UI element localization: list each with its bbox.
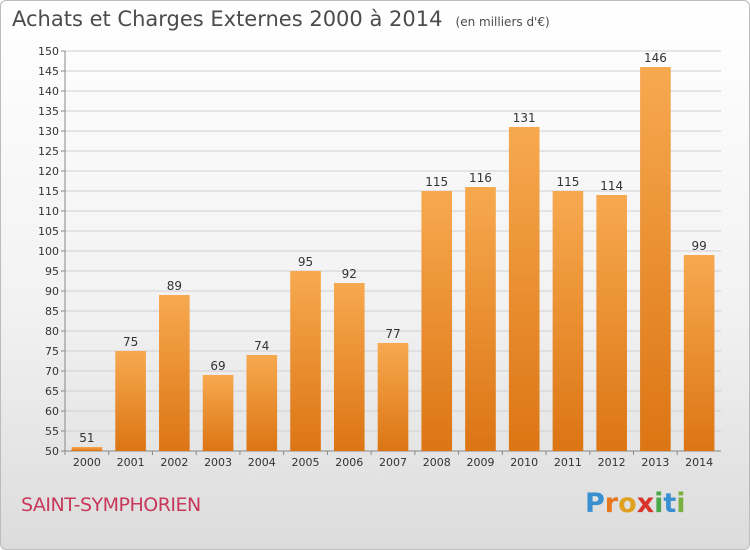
y-tick-label: 105 <box>38 225 59 238</box>
bar-2004 <box>246 355 278 451</box>
y-tick-label: 70 <box>45 365 59 378</box>
x-tick-label: 2000 <box>73 456 101 469</box>
x-tick-label: 2005 <box>292 456 320 469</box>
y-tick-label: 90 <box>45 285 59 298</box>
y-tick-label: 55 <box>45 425 59 438</box>
label-layer: 51 75 89 69 74 95 92 77 115 116 131 115 114 146 99 <box>79 51 707 445</box>
x-tick-label: 2003 <box>204 456 232 469</box>
data-label: 115 <box>556 175 579 189</box>
logo-letter: P <box>585 488 605 519</box>
x-tick-label: 2012 <box>598 456 626 469</box>
data-label: 92 <box>342 267 357 281</box>
data-label: 146 <box>644 51 667 65</box>
data-label: 131 <box>513 111 536 125</box>
data-label: 75 <box>123 335 138 349</box>
bar-2001 <box>115 351 146 451</box>
logo-letter: t <box>663 488 677 519</box>
x-tick-label: 2008 <box>423 456 451 469</box>
y-tick-label: 80 <box>45 325 59 338</box>
x-tick-label: 2013 <box>641 456 669 469</box>
data-label: 116 <box>469 171 492 185</box>
data-label: 114 <box>600 179 623 193</box>
data-label: 95 <box>298 255 313 269</box>
y-tick-label: 140 <box>38 85 59 98</box>
bar-2009 <box>465 187 496 451</box>
y-tick-label: 130 <box>38 125 59 138</box>
bar-2014 <box>683 255 715 451</box>
x-tick-label: 2007 <box>379 456 407 469</box>
place-name: SAINT-SYMPHORIEN <box>21 494 201 516</box>
bar-2010 <box>508 127 540 451</box>
x-tick-label: 2002 <box>160 456 188 469</box>
bar-2012 <box>596 195 627 451</box>
x-tick-label: 2009 <box>466 456 494 469</box>
logo-letter: r <box>604 488 619 519</box>
proxiti-logo: Proxiti <box>585 488 686 519</box>
y-tick-label: 120 <box>38 165 59 178</box>
x-tick-label: 2014 <box>685 456 713 469</box>
bar-2007 <box>377 343 409 451</box>
bar-layer <box>71 67 715 451</box>
data-label: 74 <box>254 339 269 353</box>
y-tick-label: 135 <box>38 105 59 118</box>
data-label: 51 <box>79 431 94 445</box>
y-tick-label: 150 <box>38 45 59 58</box>
y-tick-label: 115 <box>38 185 59 198</box>
y-tick-label: 125 <box>38 145 59 158</box>
chart-subtitle: (en milliers d'€) <box>455 15 550 29</box>
bar-2006 <box>333 283 365 451</box>
data-label: 115 <box>425 175 448 189</box>
x-tick-label: 2006 <box>335 456 363 469</box>
x-tick-label: 2010 <box>510 456 538 469</box>
x-tick-label: 2004 <box>248 456 276 469</box>
y-tick-label: 85 <box>45 305 59 318</box>
data-label: 69 <box>210 359 225 373</box>
y-tick-label: 50 <box>45 445 59 458</box>
y-tick-label: 75 <box>45 345 59 358</box>
bar-2003 <box>202 375 234 451</box>
logo-letter: i <box>654 488 664 519</box>
x-tick-label: 2011 <box>554 456 582 469</box>
title-row: Achats et Charges Externes 2000 à 2014 (… <box>12 7 550 31</box>
y-tick-label: 60 <box>45 405 59 418</box>
y-tick-label: 65 <box>45 385 59 398</box>
bar-2011 <box>552 191 584 451</box>
logo-letter: x <box>636 488 655 519</box>
data-label: 89 <box>167 279 182 293</box>
y-tick-label: 145 <box>38 65 59 78</box>
y-tick-label: 95 <box>45 265 59 278</box>
logo-letter: o <box>618 488 637 519</box>
bar-2005 <box>290 271 321 451</box>
data-label: 77 <box>385 327 400 341</box>
bar-2013 <box>640 67 671 451</box>
logo-letter: i <box>676 488 686 519</box>
bar-2000 <box>71 447 103 451</box>
y-tick-label: 100 <box>38 245 59 258</box>
bar-2002 <box>159 295 190 451</box>
data-label: 99 <box>691 239 706 253</box>
chart-title: Achats et Charges Externes 2000 à 2014 <box>12 7 443 31</box>
bar-2008 <box>421 191 453 451</box>
y-tick-label: 110 <box>38 205 59 218</box>
x-tick-label: 2001 <box>117 456 145 469</box>
